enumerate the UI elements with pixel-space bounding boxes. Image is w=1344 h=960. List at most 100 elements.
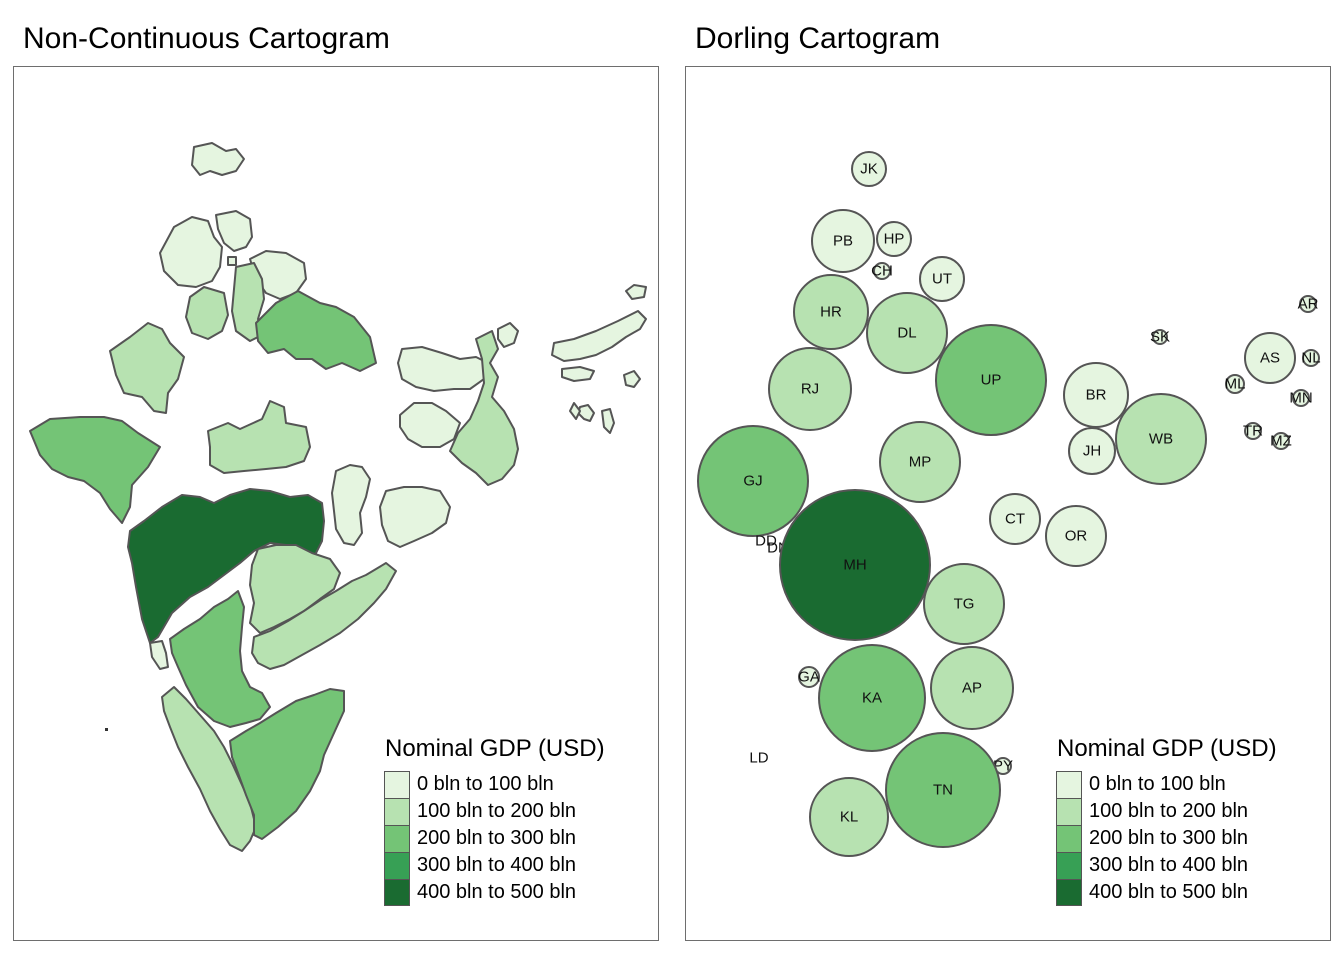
state-label-ch: CH bbox=[871, 263, 893, 280]
state-label-gj: GJ bbox=[743, 473, 762, 490]
state-shape-tr bbox=[569, 402, 581, 420]
legend-rows: 0 bln to 100 bln 100 bln to 200 bln 200 bl… bbox=[1056, 771, 1277, 906]
state-bubble-gj bbox=[697, 425, 809, 537]
legend-swatch bbox=[384, 798, 410, 825]
legend-swatch bbox=[384, 852, 410, 879]
state-label-jh: JH bbox=[1083, 443, 1101, 460]
state-label-tn: TN bbox=[933, 782, 953, 799]
state-bubble-nl bbox=[1302, 349, 1320, 367]
state-shape-ar bbox=[625, 284, 647, 300]
legend-swatch bbox=[384, 825, 410, 852]
legend-label: 200 bln to 300 bln bbox=[417, 827, 577, 849]
legend-item: 0 bln to 100 bln bbox=[1056, 771, 1277, 798]
legend-title: Nominal GDP (USD) bbox=[1057, 735, 1277, 762]
legend-rows: 0 bln to 100 bln 100 bln to 200 bln 200 bl… bbox=[384, 771, 605, 906]
state-bubble-mh bbox=[779, 489, 931, 641]
legend-swatch bbox=[1056, 852, 1082, 879]
state-shape-wb bbox=[449, 330, 519, 486]
state-shape-ld bbox=[105, 728, 108, 731]
state-shape-ap bbox=[251, 562, 397, 670]
state-label-hr: HR bbox=[820, 304, 842, 321]
legend-item: 300 bln to 400 bln bbox=[384, 852, 605, 879]
left-legend: Nominal GDP (USD) 0 bln to 100 bln 100 bl… bbox=[384, 735, 605, 906]
state-bubble-sk bbox=[1152, 329, 1168, 345]
state-bubble-mn bbox=[1292, 389, 1310, 407]
legend-item: 200 bln to 300 bln bbox=[1056, 825, 1277, 852]
state-shape-ka bbox=[169, 590, 271, 728]
legend-label: 0 bln to 100 bln bbox=[1089, 773, 1226, 795]
legend-swatch bbox=[1056, 825, 1082, 852]
state-bubble-tg bbox=[923, 563, 1005, 645]
state-bubble-as bbox=[1244, 332, 1296, 384]
legend-label: 300 bln to 400 bln bbox=[1089, 854, 1249, 876]
legend-label: 400 bln to 500 bln bbox=[1089, 881, 1249, 903]
state-shape-gj bbox=[29, 416, 161, 524]
state-bubble-ct bbox=[989, 493, 1041, 545]
legend-label: 100 bln to 200 bln bbox=[417, 800, 577, 822]
state-shape-ml bbox=[561, 366, 595, 382]
state-shape-jk bbox=[191, 142, 245, 176]
dorling-cartogram-map: JK PB HP CH UT HR DL UP RJ BR JH WB SK AR AS NL ML MN TR MZ… bbox=[697, 151, 1321, 857]
state-label-ar: AR bbox=[1298, 296, 1319, 313]
left-panel-title: Non-Continuous Cartogram bbox=[23, 22, 390, 55]
legend-item: 100 bln to 200 bln bbox=[1056, 798, 1277, 825]
legend-label: 100 bln to 200 bln bbox=[1089, 800, 1249, 822]
right-legend: Nominal GDP (USD) 0 bln to 100 bln 100 bl… bbox=[1056, 735, 1277, 906]
legend-item: 400 bln to 500 bln bbox=[1056, 879, 1277, 906]
state-bubble-hr bbox=[793, 274, 869, 350]
state-bubble-rj bbox=[768, 347, 852, 431]
state-label-mz: MZ bbox=[1270, 433, 1292, 450]
state-bubble-kl bbox=[809, 777, 889, 857]
state-label-ap: AP bbox=[962, 680, 982, 697]
state-bubble-ml bbox=[1225, 374, 1245, 394]
state-bubble-ka bbox=[818, 644, 926, 752]
state-bubble-br bbox=[1063, 362, 1129, 428]
state-shape-nl bbox=[623, 370, 641, 388]
state-label-mn: MN bbox=[1289, 390, 1312, 407]
legend-swatch bbox=[1056, 798, 1082, 825]
state-shape-ct bbox=[331, 464, 371, 546]
state-shape-sk bbox=[497, 322, 519, 348]
non-continuous-cartogram-panel: Nominal GDP (USD) 0 bln to 100 bln 100 bl… bbox=[13, 66, 659, 941]
legend-label: 300 bln to 400 bln bbox=[417, 854, 577, 876]
legend-swatch bbox=[384, 879, 410, 906]
legend-swatch bbox=[1056, 879, 1082, 906]
state-bubble-ap bbox=[930, 646, 1014, 730]
state-shape-rj bbox=[109, 322, 185, 414]
state-bubble-ar bbox=[1299, 295, 1317, 313]
state-shape-up bbox=[255, 290, 377, 372]
state-label-mp: MP bbox=[909, 454, 932, 471]
state-label-wb: WB bbox=[1149, 431, 1173, 448]
legend-title: Nominal GDP (USD) bbox=[385, 735, 605, 762]
legend-label: 0 bln to 100 bln bbox=[417, 773, 554, 795]
non-continuous-cartogram-map bbox=[29, 142, 647, 852]
state-label-pb: PB bbox=[833, 233, 853, 250]
state-bubble-or bbox=[1045, 505, 1107, 567]
state-label-br: BR bbox=[1086, 387, 1107, 404]
legend-item: 200 bln to 300 bln bbox=[384, 825, 605, 852]
legend-swatch bbox=[384, 771, 410, 798]
state-label-or: OR bbox=[1065, 528, 1088, 545]
state-bubble-tn bbox=[885, 732, 1001, 848]
state-bubble-mz bbox=[1272, 432, 1290, 450]
state-label-up: UP bbox=[981, 372, 1002, 389]
state-bubble-mp bbox=[879, 421, 961, 503]
state-bubble-jh bbox=[1068, 427, 1116, 475]
state-label-rj: RJ bbox=[801, 381, 819, 398]
state-label-as: AS bbox=[1260, 350, 1280, 367]
state-shape-tn bbox=[229, 688, 345, 840]
state-label-ml: ML bbox=[1225, 376, 1246, 393]
legend-item: 100 bln to 200 bln bbox=[384, 798, 605, 825]
state-shape-ga bbox=[149, 640, 169, 670]
right-panel-title: Dorling Cartogram bbox=[695, 22, 941, 55]
state-bubble-ga bbox=[798, 666, 820, 688]
legend-label: 400 bln to 500 bln bbox=[417, 881, 577, 903]
state-label-kl: KL bbox=[840, 809, 858, 826]
state-shape-mp bbox=[207, 400, 311, 474]
state-label-mh: MH bbox=[843, 557, 866, 574]
state-label-ct: CT bbox=[1005, 511, 1025, 528]
state-shape-hp bbox=[215, 210, 253, 252]
state-label-tr: TR bbox=[1243, 423, 1263, 440]
legend-item: 300 bln to 400 bln bbox=[1056, 852, 1277, 879]
state-bubble-dl bbox=[866, 292, 948, 374]
